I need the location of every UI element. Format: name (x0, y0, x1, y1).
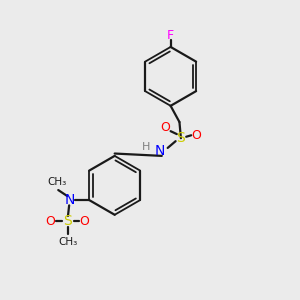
Text: S: S (176, 131, 185, 145)
Text: CH₃: CH₃ (47, 177, 66, 188)
Text: CH₃: CH₃ (58, 237, 77, 247)
Text: N: N (65, 193, 75, 207)
Text: F: F (167, 29, 174, 42)
Text: O: O (45, 215, 55, 228)
Text: O: O (161, 121, 170, 134)
Text: S: S (63, 214, 72, 228)
Text: N: N (154, 145, 165, 158)
Text: H: H (142, 142, 151, 152)
Text: O: O (191, 129, 201, 142)
Text: O: O (79, 215, 89, 228)
